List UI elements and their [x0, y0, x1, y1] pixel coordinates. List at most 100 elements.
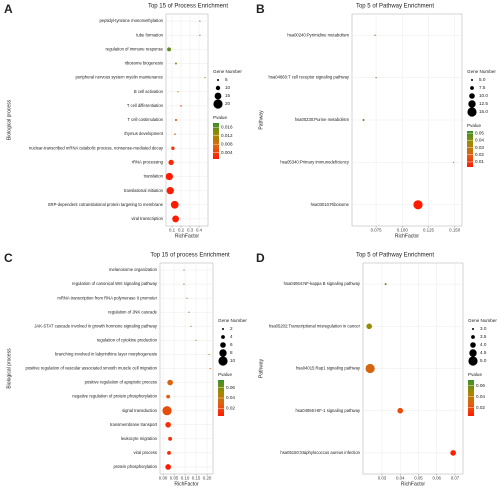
- x-tick-label: 0.125: [423, 228, 435, 233]
- bubble: [167, 451, 171, 455]
- category-label: viral process: [133, 450, 157, 455]
- x-tick-label: 0.150: [449, 228, 461, 233]
- category-label: translation: [144, 174, 164, 179]
- category-label: B cell activation: [134, 89, 164, 94]
- size-legend-label: 10.0: [479, 93, 488, 98]
- category-label: regulation of JNK cascade: [108, 309, 158, 314]
- category-label: regulation of cytokine production: [97, 337, 158, 342]
- category-label: regulation of canonical Wnt signaling pa…: [72, 281, 158, 286]
- y-axis-title: Biological process: [6, 348, 12, 389]
- x-tick-label: 0.20: [203, 476, 212, 481]
- y-axis-title: Biological process: [6, 99, 12, 140]
- size-legend-label: 15: [225, 93, 231, 98]
- size-legend-label: 2: [230, 326, 233, 331]
- chart-title: Top 5 of Pathway Enrichment: [356, 253, 434, 259]
- size-legend-dot: [214, 92, 222, 100]
- bubble: [195, 339, 197, 341]
- size-legend-label: 7.5: [479, 85, 486, 90]
- category-label: SRP-dependent cotranslational protein ta…: [48, 202, 164, 207]
- x-tick-label: 0.15: [192, 476, 201, 481]
- category-label: nuclear-transcribed mRNA catabolic proce…: [29, 145, 164, 150]
- size-legend-title: Gene Number: [213, 69, 242, 74]
- x-tick-label: 0.03: [378, 476, 387, 481]
- bubble: [190, 325, 192, 327]
- bubble: [375, 76, 377, 79]
- category-label: translational initiation: [124, 188, 164, 193]
- bubble: [166, 187, 174, 195]
- size-legend-dot: [470, 342, 476, 348]
- category-label: ribosome biogenesis: [125, 61, 163, 66]
- bubble: [172, 215, 180, 223]
- color-bar-label: 0.02: [476, 405, 485, 410]
- bubble: [168, 159, 174, 166]
- category-label: rRNA processing: [132, 160, 164, 165]
- size-legend-dot: [468, 356, 478, 366]
- bubble: [180, 105, 182, 107]
- size-legend-label: 5.0: [480, 358, 487, 363]
- category-label: hsa03010:Ribosome: [311, 202, 350, 207]
- size-legend-dot: [468, 100, 476, 108]
- x-tick-label: 0.07: [451, 476, 460, 481]
- bubble: [183, 269, 185, 271]
- x-axis-title: RichFactor: [175, 233, 200, 239]
- bubble: [162, 406, 172, 416]
- category-label: protein phosphorylation: [113, 464, 157, 469]
- color-bar: [213, 123, 219, 159]
- bubble: [171, 146, 175, 150]
- bubble: [199, 20, 201, 22]
- bubble: [208, 353, 210, 356]
- size-legend-label: 8: [230, 350, 233, 355]
- x-tick-label: 0.100: [397, 228, 409, 233]
- chart-title: Top 15 of process Enrichment: [150, 253, 230, 259]
- color-bar-label: 0.04: [226, 395, 235, 400]
- panel-letter: B: [256, 2, 265, 16]
- size-legend-label: 20: [225, 101, 231, 106]
- color-bar: [468, 380, 474, 416]
- category-label: viral transcription: [131, 216, 163, 221]
- category-label: mRNA transcription from RNA polymerase I…: [57, 295, 157, 300]
- size-legend-label: 5: [225, 77, 228, 82]
- bubble: [183, 283, 185, 285]
- size-legend-dot: [220, 342, 226, 348]
- category-label: T cell costimulation: [127, 117, 163, 122]
- bubble: [174, 62, 177, 65]
- category-label: melanosome organization: [109, 267, 158, 272]
- size-legend-dot: [221, 335, 225, 339]
- color-bar-label: 0.04: [475, 138, 484, 143]
- size-legend-dot: [469, 349, 477, 357]
- bubble: [199, 34, 201, 36]
- bubble: [204, 77, 206, 79]
- color-bar-label: 0.02: [226, 406, 235, 411]
- y-axis-title: Pathway: [258, 358, 264, 378]
- x-tick-label: 0.3: [187, 228, 194, 233]
- category-label: thymus development: [124, 131, 163, 136]
- chart-title: Top 5 of Pathway Enrichment: [356, 4, 434, 10]
- x-tick-label: 0.075: [371, 228, 383, 233]
- bubble: [167, 379, 173, 386]
- bubble: [165, 421, 171, 428]
- category-label: peptidyl-tyrosine monomethylation: [99, 18, 163, 23]
- category-label: positive regulation of vascular associat…: [25, 366, 157, 371]
- bubble: [165, 172, 173, 181]
- category-label: hsa05202:Transcriptional misregulation i…: [269, 323, 361, 328]
- bubble: [177, 91, 179, 93]
- chart-title: Top 15 of Process Enrichment: [148, 4, 228, 10]
- category-label: branching involved in labyrinthine layer…: [55, 352, 157, 357]
- category-label: hsa05150:Staphylococcus aureus infection: [280, 450, 360, 455]
- bubble: [166, 394, 171, 399]
- size-legend-dot: [472, 328, 474, 330]
- bubble: [365, 363, 375, 374]
- bubble: [384, 283, 387, 286]
- category-label: positive regulation of apoptotic process: [85, 380, 157, 385]
- size-legend-label: 6: [230, 342, 233, 347]
- panel-letter: C: [4, 251, 13, 265]
- x-tick-label: 0.05: [170, 476, 179, 481]
- size-legend-dot: [218, 356, 228, 366]
- bubble: [366, 323, 373, 330]
- color-bar-label: 0.06: [226, 385, 235, 390]
- color-bar-label: 0.008: [221, 141, 233, 146]
- size-legend-label: 12.5: [479, 101, 488, 106]
- category-label: T cell differentiation: [127, 103, 164, 108]
- color-bar-label: 0.01: [475, 159, 484, 164]
